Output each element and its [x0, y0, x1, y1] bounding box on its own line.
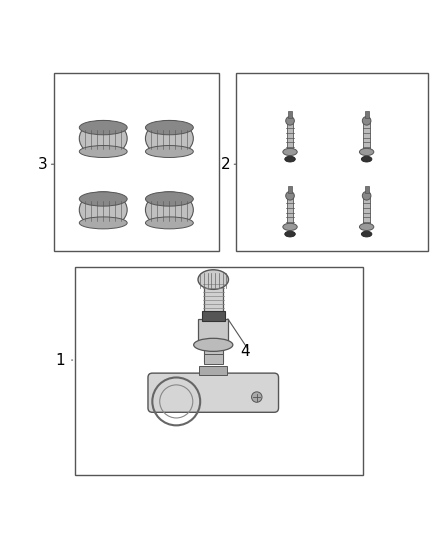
- Bar: [199, 366, 227, 375]
- Bar: [237, 73, 428, 251]
- Ellipse shape: [145, 146, 193, 157]
- Bar: [204, 353, 223, 365]
- Ellipse shape: [145, 120, 193, 135]
- Ellipse shape: [283, 223, 297, 230]
- Text: 4: 4: [240, 344, 250, 359]
- Bar: [288, 186, 292, 193]
- Ellipse shape: [285, 231, 295, 237]
- Ellipse shape: [145, 192, 193, 228]
- Bar: [363, 196, 370, 224]
- Ellipse shape: [79, 192, 127, 228]
- Ellipse shape: [361, 156, 372, 162]
- Ellipse shape: [145, 192, 193, 206]
- Ellipse shape: [360, 223, 374, 230]
- Bar: [287, 121, 293, 150]
- Ellipse shape: [361, 231, 372, 237]
- Ellipse shape: [79, 146, 127, 157]
- Ellipse shape: [79, 217, 127, 229]
- Bar: [288, 111, 292, 118]
- Text: 2: 2: [221, 157, 230, 172]
- Ellipse shape: [79, 120, 127, 135]
- Circle shape: [251, 392, 262, 402]
- Text: 1: 1: [55, 352, 65, 368]
- Bar: [198, 319, 229, 343]
- Bar: [365, 111, 368, 118]
- Ellipse shape: [145, 217, 193, 229]
- Ellipse shape: [194, 338, 233, 351]
- Ellipse shape: [362, 191, 371, 200]
- Bar: [365, 186, 368, 193]
- Ellipse shape: [79, 192, 127, 206]
- Ellipse shape: [79, 120, 127, 156]
- Ellipse shape: [198, 270, 229, 289]
- Bar: [204, 343, 223, 362]
- Bar: [53, 73, 219, 251]
- Ellipse shape: [360, 148, 374, 156]
- Ellipse shape: [286, 117, 294, 125]
- Ellipse shape: [362, 117, 371, 125]
- Ellipse shape: [145, 120, 193, 156]
- Bar: [201, 311, 225, 321]
- Bar: [287, 196, 293, 224]
- Bar: [363, 121, 370, 150]
- Bar: [204, 279, 223, 314]
- FancyBboxPatch shape: [148, 373, 279, 413]
- Bar: [75, 266, 363, 475]
- Ellipse shape: [285, 156, 295, 162]
- Text: 3: 3: [38, 157, 48, 172]
- Ellipse shape: [283, 148, 297, 156]
- Ellipse shape: [286, 191, 294, 200]
